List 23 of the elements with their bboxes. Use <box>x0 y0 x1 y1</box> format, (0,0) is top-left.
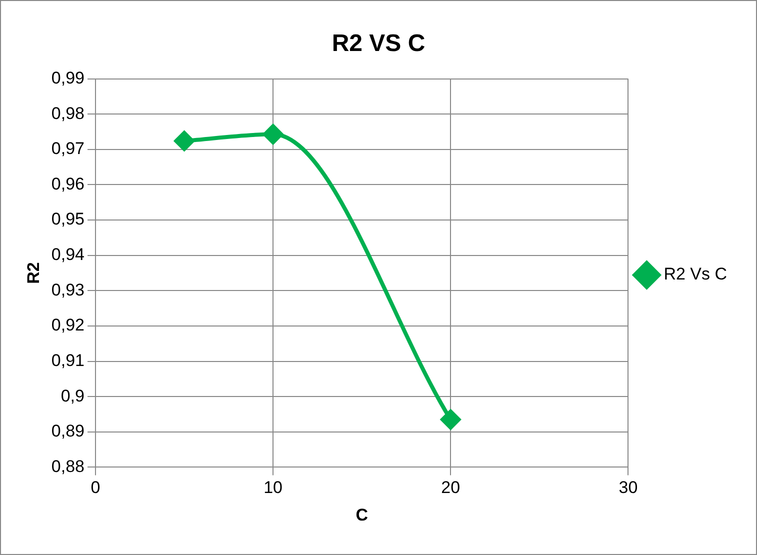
y-tick-label: 0,95 <box>51 210 84 229</box>
y-tick-label: 0,9 <box>60 386 84 406</box>
y-tick-label: 0,96 <box>51 174 84 194</box>
legend-label: R2 Vs C <box>664 264 728 284</box>
y-tick-label: 0,97 <box>51 139 84 158</box>
x-tick-label: 10 <box>264 478 283 498</box>
y-tick-label: 0,88 <box>51 456 84 476</box>
point <box>440 410 461 430</box>
point <box>174 130 194 151</box>
x-tick-label: 20 <box>441 478 460 498</box>
chart-title: R2 VS C <box>332 30 426 58</box>
x-tick-label: 0 <box>90 478 100 498</box>
y-axis-title: R2 <box>24 262 43 284</box>
x-tick-label: 30 <box>618 478 638 498</box>
y-tick-label: 0,91 <box>51 350 84 370</box>
y-tick-label: 0,94 <box>51 245 84 264</box>
y-tick-label: 0,89 <box>51 422 84 441</box>
point <box>263 124 284 144</box>
y-tick-label: 0,99 <box>51 68 84 88</box>
x-axis-title: C <box>356 505 368 524</box>
y-tick-label: 0,98 <box>51 104 84 123</box>
y-tick-label: 0,93 <box>51 280 84 300</box>
y-tick-label: 0,92 <box>51 316 84 335</box>
